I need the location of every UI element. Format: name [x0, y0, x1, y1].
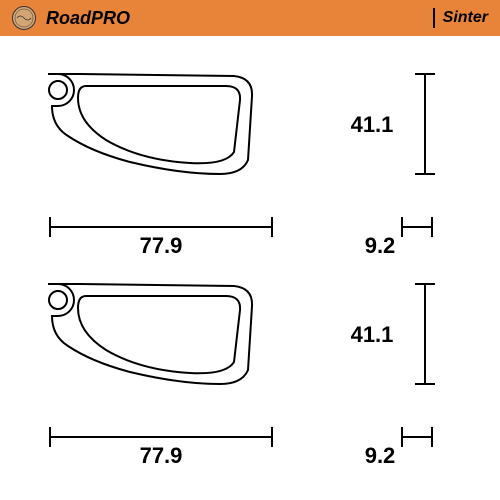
pad-block-1: 41.1 77.9 9.2	[20, 66, 480, 260]
product-type: Sinter	[443, 9, 488, 27]
diagram-content: 41.1 77.9 9.2	[0, 36, 500, 490]
header-bar: RoadPRO Sinter	[0, 0, 500, 36]
product-name: RoadPRO	[46, 8, 130, 29]
thickness-label-1: 9.2	[365, 233, 396, 258]
pad-shape-1	[20, 66, 300, 191]
width-label-1: 77.9	[140, 233, 183, 258]
height-dim-2: 41.1	[330, 276, 440, 401]
pad-block-2: 41.1 77.9 9.2	[20, 276, 480, 470]
thickness-label-2: 9.2	[365, 443, 396, 468]
width-dim-1: 77.9	[20, 211, 300, 260]
height-dim-1: 41.1	[330, 66, 440, 191]
brand-logo-icon	[12, 6, 36, 30]
dims-right-1: 41.1	[330, 66, 440, 191]
dims-right-2: 41.1	[330, 276, 440, 401]
header-divider	[433, 8, 435, 28]
height-label-1: 41.1	[351, 112, 394, 137]
pad-shape-2	[20, 276, 300, 401]
height-label-2: 41.1	[351, 322, 394, 347]
thickness-dim-2: 9.2	[330, 421, 420, 470]
header-left: RoadPRO	[12, 6, 130, 30]
width-label-2: 77.9	[140, 443, 183, 468]
width-dim-2: 77.9	[20, 421, 300, 470]
header-right: Sinter	[433, 8, 488, 28]
thickness-dim-1: 9.2	[330, 211, 420, 260]
